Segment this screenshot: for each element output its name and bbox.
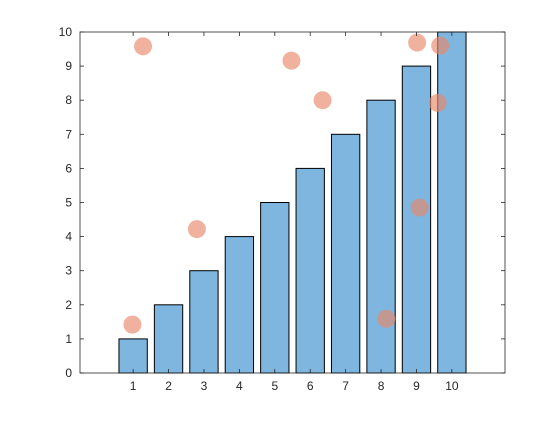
x-tick-label-6: 6 [307,379,314,393]
y-tick-label-7: 7 [65,127,72,141]
x-tick-label-4: 4 [236,379,243,393]
y-tick-label-4: 4 [65,230,72,244]
bar-4 [224,236,255,374]
bar-5 [260,202,290,374]
axes-layer: 1 2 3 4 5 6 7 8 9 10 0 1 2 3 4 5 6 7 8 9 10 [59,25,506,393]
y-tick-label-9: 9 [65,59,72,73]
x-tick-label-3: 3 [201,379,208,393]
bar-3 [189,270,219,374]
y-tick-label-1: 1 [65,332,72,346]
scatter-point-5 [313,91,332,110]
x-tick-label-8: 8 [378,379,385,393]
scatter-point-3 [187,220,206,239]
y-tick-label-6: 6 [65,161,72,175]
y-tick-label-2: 2 [65,298,72,312]
bar-10 [437,31,467,374]
y-tick-label-5: 5 [65,196,72,210]
bar-1 [118,338,148,374]
bar-7 [330,133,361,374]
x-tick-label-1: 1 [130,379,137,393]
scatter-point-4 [282,51,301,70]
scatter-point-7 [408,33,427,52]
x-tick-label-10: 10 [445,379,459,393]
x-tick-label-5: 5 [271,379,278,393]
bar-6 [295,167,325,374]
scatter-point-8 [410,198,429,217]
scatter-point-2 [134,37,153,56]
y-tick-label-10: 10 [59,25,73,39]
scatter-point-9 [428,93,447,112]
scatter-point-1 [123,315,142,334]
y-tick-label-8: 8 [65,93,72,107]
x-tick-label-2: 2 [165,379,172,393]
bar-9 [401,65,432,374]
x-tick-label-7: 7 [342,379,349,393]
bar-2 [153,304,184,374]
bars-layer [118,31,467,374]
scatter-points-layer [123,33,450,334]
x-tick-label-9: 9 [413,379,420,393]
bar-8 [366,99,396,374]
scatter-point-10 [431,36,450,55]
scatter-point-6 [377,309,396,328]
y-tick-label-0: 0 [65,366,72,380]
y-tick-label-3: 3 [65,264,72,278]
